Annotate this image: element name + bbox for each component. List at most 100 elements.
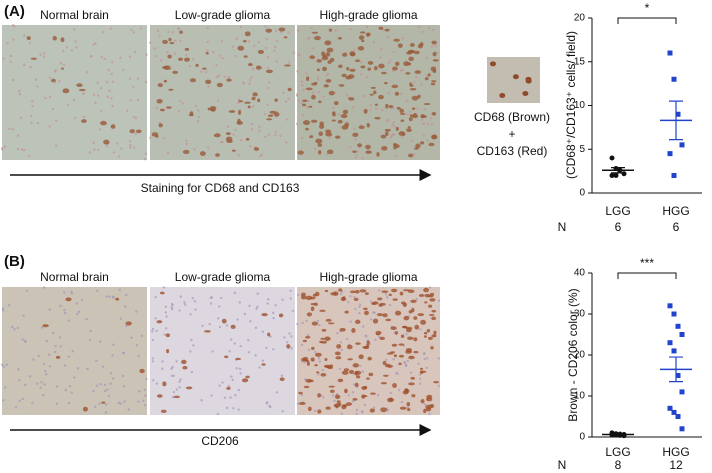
nucleus xyxy=(163,137,166,140)
nucleus xyxy=(161,360,164,363)
nucleus xyxy=(139,27,143,30)
nucleus xyxy=(381,108,384,112)
nucleus xyxy=(332,106,335,110)
stained-cell xyxy=(156,394,163,398)
stained-cell xyxy=(317,143,323,147)
nucleus xyxy=(86,367,89,371)
stained-cell xyxy=(172,70,179,74)
nucleus xyxy=(105,80,109,84)
nucleus xyxy=(305,319,308,323)
nucleus xyxy=(232,407,235,410)
stained-cell xyxy=(321,55,329,61)
nucleus xyxy=(369,318,373,321)
stained-cell xyxy=(314,291,320,297)
nucleus xyxy=(209,302,213,305)
nucleus xyxy=(133,50,137,54)
nucleus xyxy=(55,144,58,147)
nucleus xyxy=(70,391,73,394)
nucleus xyxy=(22,63,26,67)
nucleus xyxy=(422,134,425,137)
nucleus xyxy=(392,106,395,110)
nucleus xyxy=(404,364,408,367)
nucleus xyxy=(387,91,390,95)
nucleus xyxy=(166,51,169,54)
nucleus xyxy=(151,338,155,342)
nucleus xyxy=(359,61,363,64)
stained-cell xyxy=(394,330,399,335)
stained-cell xyxy=(349,51,356,57)
legend-text: + xyxy=(508,127,515,141)
nucleus xyxy=(220,40,223,43)
nucleus xyxy=(119,56,122,59)
stained-cell xyxy=(354,319,361,325)
nucleus xyxy=(128,140,132,143)
nucleus xyxy=(178,386,181,389)
nucleus xyxy=(298,54,302,57)
nucleus xyxy=(267,86,270,90)
nucleus xyxy=(136,99,140,102)
stained-cell xyxy=(195,63,199,67)
stained-cell xyxy=(371,302,377,306)
nucleus xyxy=(122,68,125,72)
error-bar xyxy=(669,100,683,141)
stained-cell xyxy=(52,35,57,41)
stained-cell xyxy=(410,376,415,380)
nucleus xyxy=(369,300,373,303)
nucleus xyxy=(237,388,240,392)
stained-cell xyxy=(225,136,233,142)
stained-cell xyxy=(309,55,315,60)
nucleus xyxy=(1,147,4,150)
nucleus xyxy=(287,61,290,64)
stained-cell xyxy=(302,103,306,107)
stained-cell xyxy=(162,381,167,387)
stained-cell xyxy=(408,355,415,360)
nucleus xyxy=(334,29,337,32)
nucleus xyxy=(291,309,295,313)
nucleus xyxy=(128,55,132,58)
nucleus xyxy=(258,125,261,128)
nucleus xyxy=(99,383,102,386)
nucleus xyxy=(303,361,306,364)
image-title: High-grade glioma xyxy=(319,8,417,22)
nucleus xyxy=(301,321,304,325)
nucleus xyxy=(300,101,303,105)
stained-cell xyxy=(409,88,417,91)
stained-cell xyxy=(178,57,183,61)
nucleus xyxy=(112,343,115,346)
stained-cell xyxy=(314,364,318,367)
micrograph xyxy=(2,25,147,160)
nucleus xyxy=(58,336,62,339)
nucleus xyxy=(72,99,76,102)
nucleus xyxy=(212,50,215,54)
stained-cell xyxy=(337,36,342,40)
nucleus xyxy=(395,371,398,375)
stained-cell xyxy=(307,406,312,412)
stained-cell xyxy=(244,101,251,104)
nucleus xyxy=(250,76,253,79)
stained-cell xyxy=(425,407,432,412)
nucleus xyxy=(153,47,157,50)
stained-cell xyxy=(404,388,409,392)
stained-cell xyxy=(360,65,366,69)
nucleus xyxy=(31,99,34,103)
nucleus xyxy=(148,41,152,44)
stained-cell xyxy=(399,406,407,410)
stained-cell xyxy=(417,94,421,99)
stained-cell xyxy=(391,343,398,347)
nucleus xyxy=(437,357,440,360)
nucleus xyxy=(0,363,4,366)
stained-cell xyxy=(311,346,315,350)
nucleus xyxy=(227,76,231,79)
data-point xyxy=(679,426,685,432)
nucleus xyxy=(400,400,403,404)
nucleus xyxy=(250,122,254,126)
stained-cell xyxy=(267,332,271,337)
nucleus xyxy=(425,366,429,369)
nucleus xyxy=(301,136,304,139)
nucleus xyxy=(36,85,39,88)
stained-cell xyxy=(355,342,361,345)
stained-cell xyxy=(428,336,433,341)
axis-caption: CD206 xyxy=(201,434,239,448)
stained-cell xyxy=(373,90,377,95)
nucleus xyxy=(243,312,246,316)
